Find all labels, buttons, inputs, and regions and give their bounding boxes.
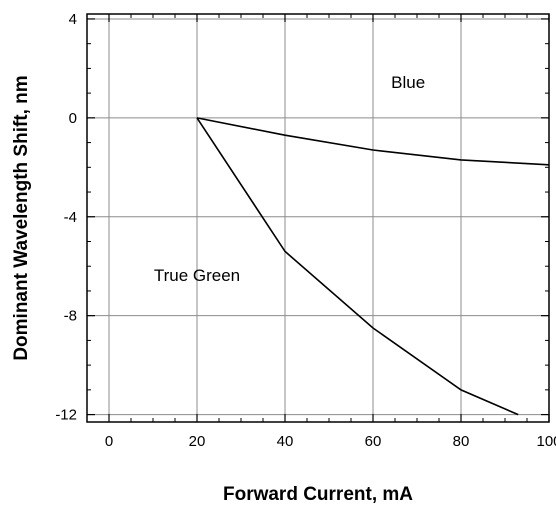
series-line-blue bbox=[196, 117, 550, 166]
grid bbox=[87, 14, 550, 422]
x-tick-label: 20 bbox=[189, 433, 206, 450]
y-tick-label: -12 bbox=[55, 407, 77, 424]
x-tick-label: 0 bbox=[105, 433, 113, 450]
x-tick-label: 100 bbox=[536, 433, 556, 450]
plot-frame bbox=[86, 13, 550, 423]
annotation-label: True Green bbox=[154, 266, 240, 285]
x-tick-label: 60 bbox=[365, 433, 382, 450]
x-tick-label: 80 bbox=[453, 433, 470, 450]
y-tick-labels: 4 0 -4 -8 -12 bbox=[55, 11, 77, 424]
annotation-label: Blue bbox=[391, 73, 425, 92]
y-axis-title: Dominant Wavelength Shift, nm bbox=[11, 75, 32, 360]
y-tick-label: -4 bbox=[64, 209, 77, 226]
annotations: Blue True Green bbox=[154, 73, 425, 285]
y-tick-label: 4 bbox=[69, 11, 77, 28]
x-tick-label: 40 bbox=[277, 433, 294, 450]
x-axis-title: Forward Current, mA bbox=[223, 484, 413, 505]
y-tick-label: -8 bbox=[64, 308, 77, 325]
series-lines bbox=[196, 117, 550, 416]
x-tick-labels: 0 20 40 60 80 100 bbox=[105, 433, 556, 450]
tick-marks bbox=[86, 14, 550, 422]
y-tick-label: 0 bbox=[69, 110, 77, 127]
series-line-true-green bbox=[196, 117, 519, 416]
